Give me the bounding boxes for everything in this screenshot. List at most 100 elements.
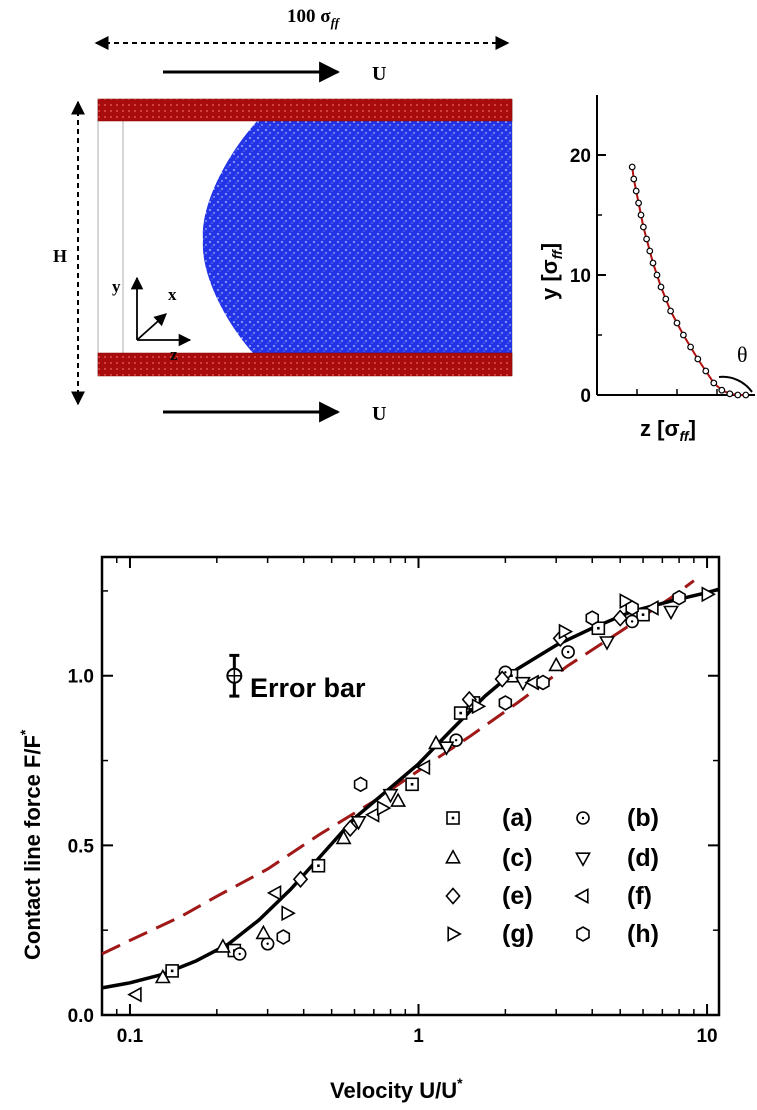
profile-point	[742, 391, 750, 399]
legend-label: (b)	[627, 804, 659, 832]
legend-label: (c)	[502, 844, 533, 872]
main-ytick-label: 1.0	[68, 667, 94, 688]
legend-label: (a)	[502, 804, 533, 832]
data-point-triangle-down	[599, 636, 615, 651]
height-label: H	[53, 246, 67, 266]
main-xlabel: Velocity U/U*	[330, 1075, 463, 1103]
legend: (a) (b) (c) (d) (e) (f) (g) (h)	[445, 804, 659, 948]
profile-ytick-label: 10	[570, 266, 591, 287]
data-point-hexagon	[353, 776, 368, 793]
profile-ytick-label: 0	[580, 386, 591, 407]
velocity-label-top: U	[372, 63, 386, 85]
data-point-triangle-left	[266, 884, 282, 901]
data-point-triangle-down	[350, 815, 367, 831]
profile-point	[632, 187, 640, 195]
data-point-diamond	[461, 690, 477, 709]
profile-point	[657, 283, 665, 291]
legend-label: (h)	[627, 920, 659, 948]
data-point-triangle-left	[127, 986, 142, 1003]
data-point-triangle-down	[663, 605, 679, 621]
profile-point	[640, 223, 647, 231]
main-xtick-label: 1	[413, 1026, 424, 1047]
top-wall	[98, 99, 512, 121]
axes-triad	[130, 276, 192, 347]
width-label: 100 σff	[287, 6, 341, 30]
data-point-square	[165, 964, 179, 978]
data-point-triangle-down	[514, 676, 531, 692]
data-point-diamond	[292, 870, 309, 889]
profile-point	[702, 367, 710, 375]
data-point-hexagon	[276, 929, 291, 945]
profile-point	[673, 319, 681, 327]
data-point-square	[453, 706, 468, 720]
data-point-triangle-down	[382, 788, 399, 804]
data-point-circle	[561, 645, 575, 659]
legend-marker-triangle-down	[575, 852, 591, 867]
data-point-diamond	[342, 819, 358, 838]
legend-label: (g)	[502, 920, 534, 948]
profile-point	[637, 211, 645, 219]
data-point-triangle-up	[214, 938, 231, 953]
legend-marker-triangle-up	[445, 849, 461, 864]
profile-xlabel: z [σff]	[640, 416, 696, 444]
axis-z-label: z	[170, 345, 178, 364]
data-point-square	[636, 607, 650, 622]
main-ytick-label: 0.5	[68, 836, 95, 857]
data-point-circle	[625, 614, 639, 629]
data-point-hexagon	[625, 600, 639, 616]
profile-point	[667, 307, 674, 315]
profile-point	[687, 343, 694, 351]
data-point-circle	[260, 936, 275, 951]
data-point-hexagon	[498, 695, 513, 711]
error-bar-label: Error bar	[250, 673, 366, 703]
legend-marker-triangle-left	[574, 888, 589, 904]
profile-point	[726, 390, 734, 398]
data-point-triangle-left	[644, 599, 659, 616]
profile-point	[710, 379, 718, 387]
bottom-wall	[98, 353, 512, 376]
profile-point	[649, 259, 657, 267]
data-point-triangle-right	[281, 905, 296, 922]
legend-marker-triangle-right	[447, 926, 462, 942]
profile-point	[635, 199, 642, 207]
profile-point	[662, 295, 670, 303]
md-schematic: 100 σff U H y x z U	[53, 6, 513, 425]
axis-y-label: y	[112, 277, 121, 296]
data-point-circle	[232, 947, 247, 961]
profile-point	[628, 163, 636, 171]
data-point-diamond	[612, 609, 628, 627]
data-point-triangle-right	[376, 800, 392, 817]
liquid-slab	[202, 108, 513, 370]
data-point-hexagon	[672, 589, 686, 606]
profile-point	[718, 386, 726, 394]
legend-marker-square	[446, 811, 460, 825]
data-point-triangle-up	[154, 968, 171, 984]
legend-label: (d)	[627, 844, 659, 872]
main-xtick-label: 10	[696, 1026, 717, 1047]
data-point-square	[405, 777, 419, 792]
profile-point	[646, 247, 654, 255]
legend-label: (e)	[502, 882, 533, 910]
profile-point	[734, 391, 742, 399]
data-point-triangle-down	[438, 741, 455, 756]
data-point-triangle-up	[335, 829, 352, 845]
profile-point	[653, 271, 661, 279]
plot-frame	[100, 555, 721, 1017]
legend-marker-circle	[576, 811, 590, 825]
profile-point	[630, 175, 638, 183]
axis-x-label: x	[168, 285, 177, 304]
main-ytick-label: 0.0	[68, 1006, 94, 1027]
contact-angle-arc	[718, 375, 753, 393]
data-point-diamond	[494, 670, 510, 688]
profile-ytick-label: 20	[570, 146, 591, 167]
data-point-triangle-up	[548, 656, 565, 672]
data-point-hexagon	[536, 674, 550, 691]
data-point-triangle-right	[558, 623, 574, 640]
legend-label: (f)	[627, 882, 652, 910]
meniscus-profile-chart: 0 10 20 y [σff] z [σff] θ	[537, 95, 755, 444]
legend-marker-diamond	[445, 887, 461, 905]
error-bar-glyph	[226, 653, 243, 698]
data-point-triangle-left	[364, 806, 380, 823]
data-point-hexagon	[585, 610, 600, 626]
fit-solid-line	[101, 587, 720, 990]
